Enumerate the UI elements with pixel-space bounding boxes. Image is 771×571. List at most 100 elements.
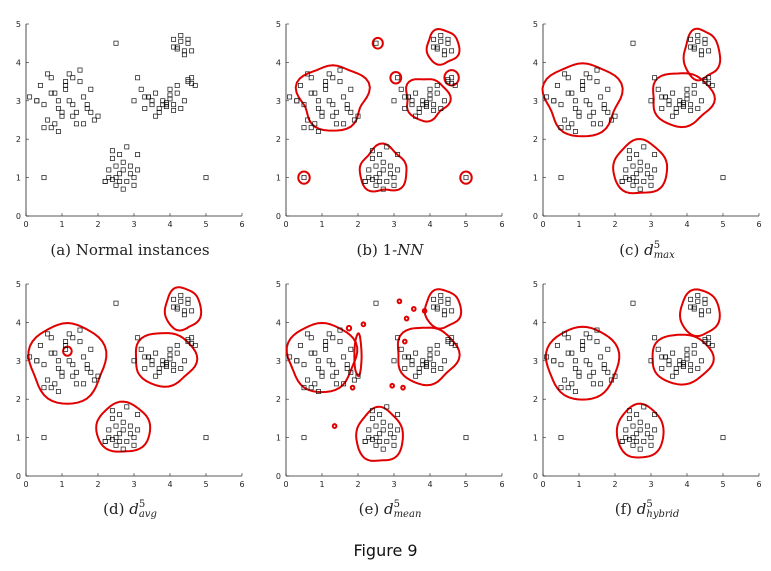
data-point	[416, 106, 422, 111]
data-point	[666, 98, 672, 104]
panel-caption-c: (c) d 5 max	[527, 241, 767, 261]
data-point	[156, 366, 162, 371]
decision-contour	[421, 307, 428, 314]
data-point	[652, 335, 658, 341]
y-tick-label: 1	[533, 174, 538, 183]
data-point	[449, 308, 455, 314]
x-tick-label: 6	[499, 220, 504, 229]
data-point	[171, 36, 177, 42]
data-point	[648, 358, 654, 364]
decision-contour	[331, 423, 338, 430]
decision-contour	[389, 382, 395, 389]
data-point	[630, 300, 636, 306]
data-point	[680, 100, 686, 106]
data-point	[63, 346, 69, 352]
data-point	[562, 377, 568, 383]
data-point	[185, 296, 191, 302]
data-point	[670, 90, 676, 96]
y-tick-label: 4	[533, 318, 538, 327]
caption-superscript: 5	[393, 499, 400, 510]
data-point	[135, 427, 141, 433]
data-point	[441, 48, 447, 54]
data-point	[189, 48, 195, 54]
x-tick-label: 2	[355, 480, 360, 489]
data-point	[109, 177, 115, 182]
data-point	[377, 438, 383, 444]
data-point	[702, 300, 708, 306]
data-point	[554, 82, 560, 88]
data-point	[301, 125, 307, 131]
scatter-panel-f: 0 1 2 3 4 5 6 0 1 2 3 4 5	[533, 280, 762, 489]
data-point	[63, 339, 69, 345]
data-point	[431, 296, 437, 302]
data-point	[185, 300, 191, 306]
decision-contour	[358, 142, 408, 193]
x-tick-label: 1	[59, 220, 64, 229]
data-point	[409, 358, 415, 364]
data-point	[431, 36, 437, 42]
x-tick-label: 3	[391, 480, 396, 489]
data-point	[189, 308, 195, 314]
data-point	[348, 346, 354, 352]
data-point	[580, 82, 586, 88]
data-point	[598, 354, 604, 360]
data-point	[127, 423, 133, 429]
y-tick-label: 0	[16, 472, 21, 481]
data-point	[109, 437, 115, 442]
data-point	[124, 404, 130, 410]
data-point	[77, 67, 83, 73]
data-point	[142, 106, 148, 111]
data-point	[297, 342, 303, 348]
data-point	[120, 167, 126, 173]
data-point	[441, 312, 447, 318]
data-point	[156, 106, 162, 111]
data-point	[652, 427, 658, 433]
data-point	[630, 40, 636, 46]
data-point	[583, 358, 589, 364]
data-point	[612, 373, 618, 379]
data-point	[594, 67, 600, 73]
decision-contour	[27, 322, 108, 405]
data-point	[441, 52, 447, 58]
decision-contour	[355, 405, 404, 462]
data-point	[55, 389, 61, 394]
data-point	[323, 342, 329, 348]
data-point	[402, 106, 408, 111]
data-point	[41, 385, 47, 391]
data-point	[149, 358, 155, 364]
data-point	[131, 182, 137, 188]
data-point	[634, 178, 640, 184]
data-point	[117, 152, 123, 158]
data-point	[113, 442, 119, 448]
data-point	[554, 342, 560, 348]
data-point	[73, 369, 79, 375]
data-point	[695, 293, 701, 298]
data-point	[301, 385, 307, 391]
x-tick-label: 5	[720, 220, 725, 229]
data-point	[637, 427, 643, 433]
x-tick-label: 4	[684, 220, 689, 229]
data-point	[326, 71, 332, 77]
data-point	[142, 354, 148, 360]
data-point	[387, 423, 393, 429]
x-tick-label: 0	[540, 220, 545, 229]
x-tick-label: 5	[203, 480, 208, 489]
data-point	[641, 178, 647, 184]
data-point	[402, 354, 408, 360]
data-point	[391, 98, 397, 104]
data-point	[124, 178, 130, 184]
data-point	[70, 362, 76, 368]
data-point	[178, 33, 184, 38]
y-tick-label: 4	[276, 318, 281, 327]
y-tick-label: 2	[533, 135, 538, 144]
data-point	[587, 373, 593, 379]
x-tick-label: 2	[612, 220, 617, 229]
data-point	[319, 373, 325, 379]
data-point	[691, 342, 697, 348]
data-point	[171, 44, 177, 50]
data-point	[373, 163, 379, 169]
data-point	[145, 354, 151, 360]
y-tick-label: 0	[276, 212, 281, 221]
data-point	[587, 362, 593, 368]
data-point	[413, 373, 419, 379]
